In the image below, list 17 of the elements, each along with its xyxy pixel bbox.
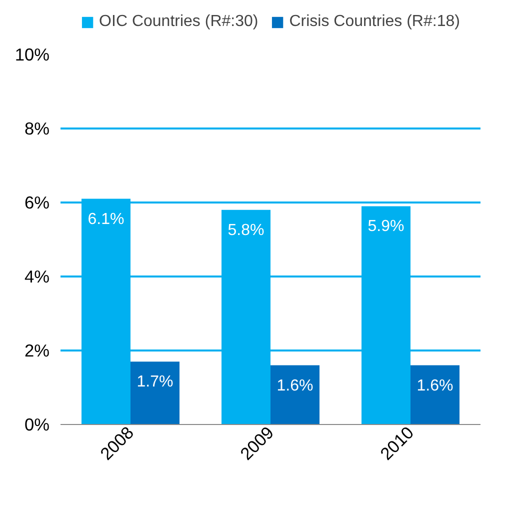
y-tick-label: 2% [24, 340, 50, 360]
data-label: 1.6% [416, 377, 454, 394]
data-label: 5.9% [368, 218, 404, 236]
data-label: 5.8% [228, 222, 264, 239]
y-tick-label: 10% [14, 44, 50, 64]
bar [130, 362, 180, 424]
bar [270, 365, 320, 424]
data-label: 6.1% [88, 210, 124, 228]
y-tick-label: 4% [24, 266, 50, 286]
y-tick-label: 6% [24, 192, 50, 212]
y-tick-label: 8% [24, 118, 50, 138]
y-tick-label: 0% [24, 414, 50, 434]
data-label: 1.6% [276, 377, 314, 394]
data-label: 1.7% [136, 374, 174, 391]
bar [410, 365, 460, 424]
legend-label: OIC Countries (R#:30) [99, 13, 258, 31]
legend-label: Crisis Countries (R#:18) [289, 13, 460, 31]
